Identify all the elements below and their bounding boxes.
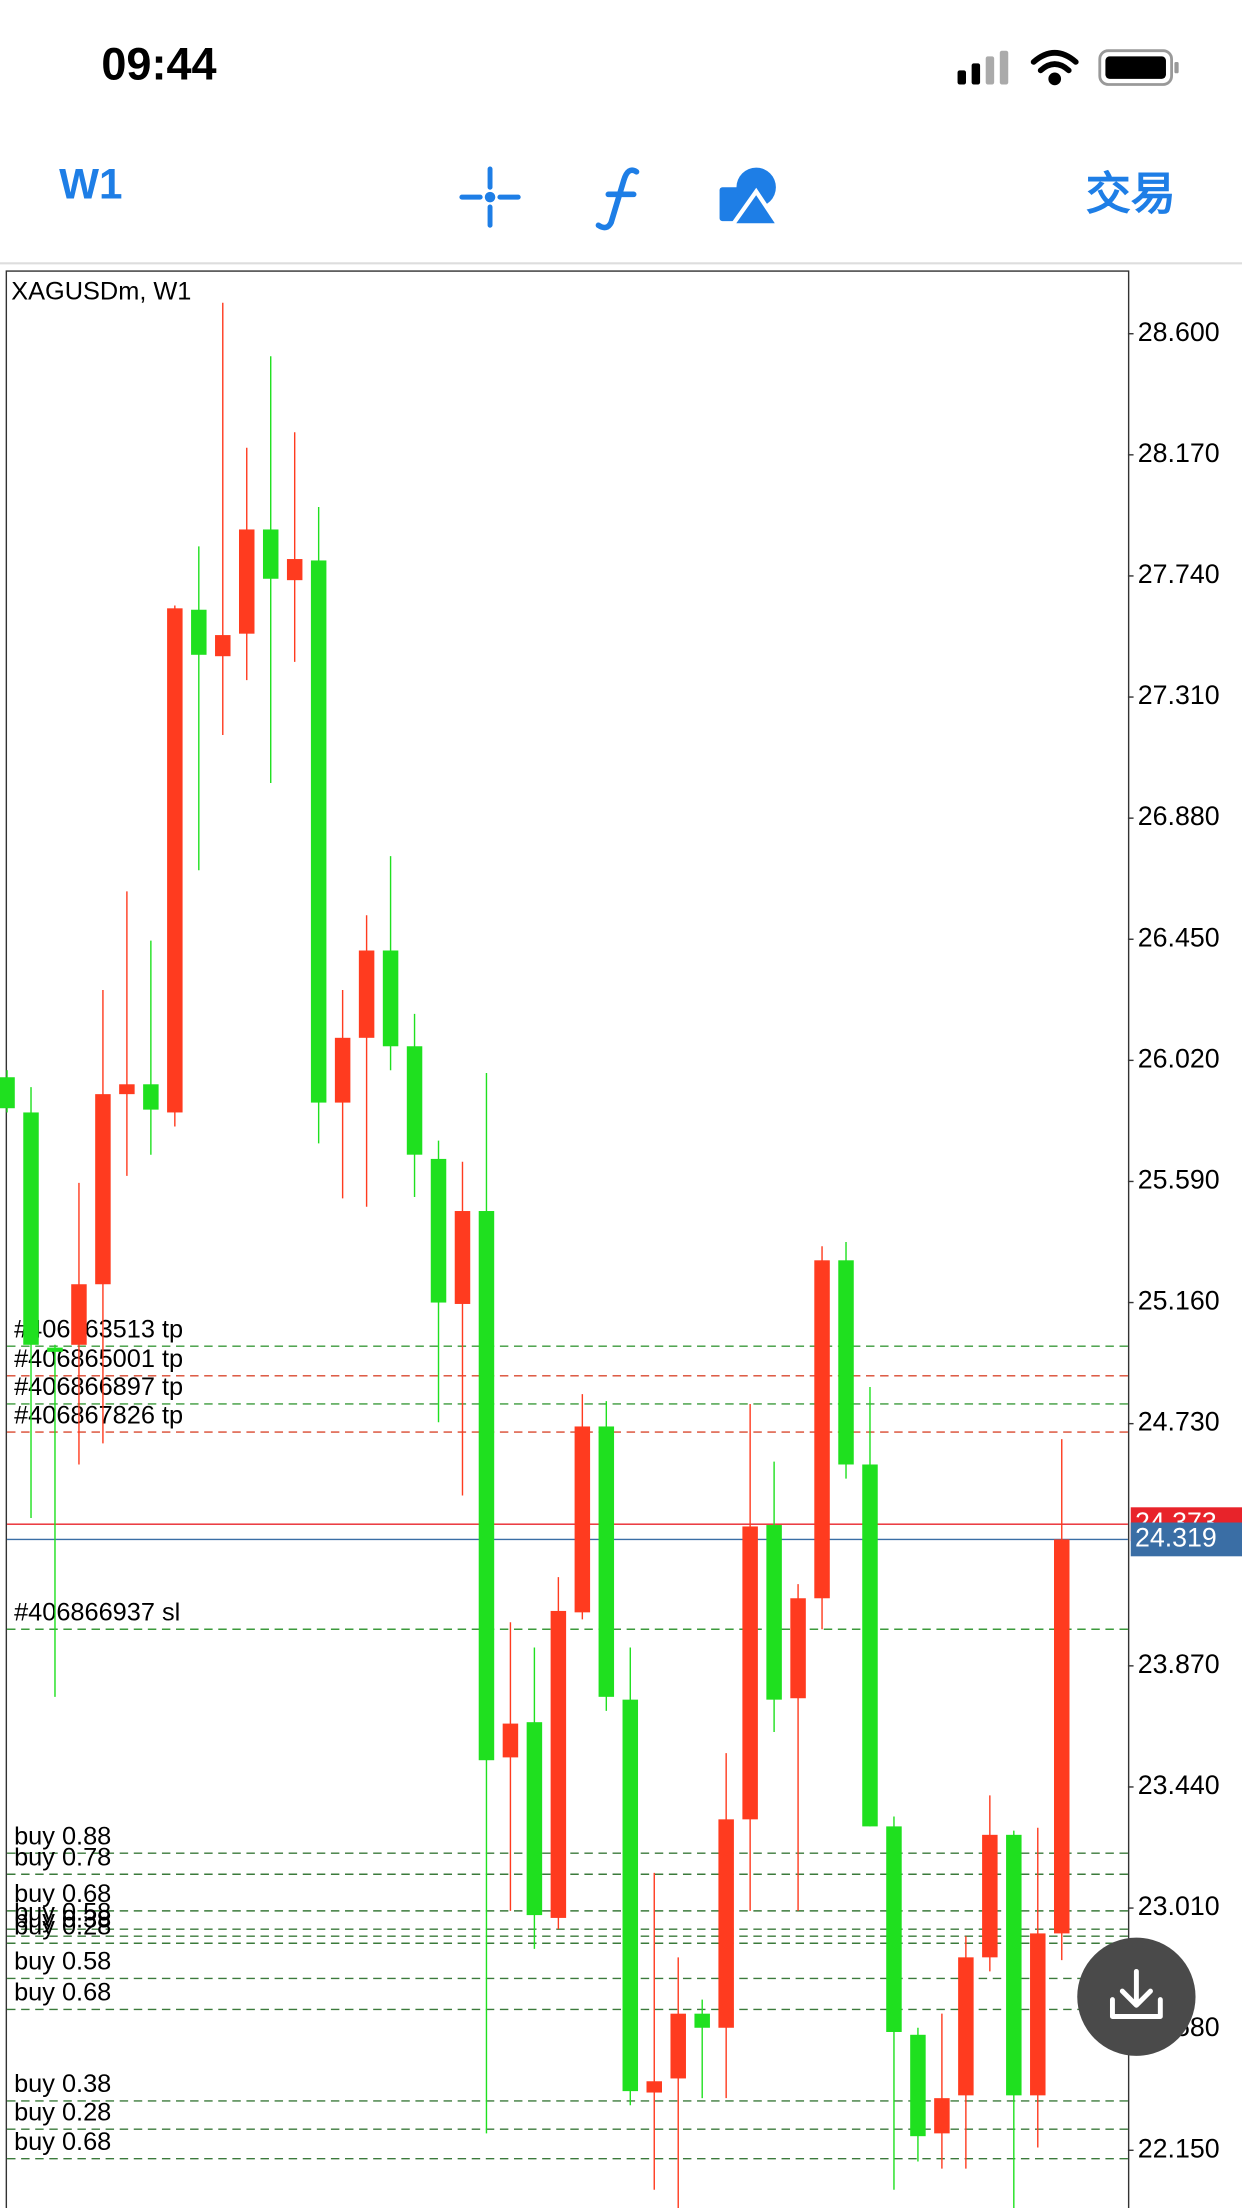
candle-body [262,529,279,579]
candle-body [958,1957,974,2096]
order-label: buy 0.28 [14,1912,111,1940]
order-label: buy 0.68 [14,1979,111,2007]
bid-label: 24.319 [1135,1522,1217,1552]
indicator-button[interactable] [595,167,640,231]
order-label: buy 0.38 [14,2070,111,2098]
candle-body [191,609,207,655]
candle-body [694,2013,710,2028]
order-label: buy 0.68 [14,2128,111,2156]
candle-body [47,1347,63,1352]
candle-body [286,559,303,581]
y-tick-label: 26.450 [1138,922,1220,952]
y-tick-label: 23.010 [1138,1891,1220,1921]
price-axis: 28.600 28.170 27.740 27.310 26.880 26.450 26.0… [1127,317,1242,2163]
candle-body [862,1464,878,1827]
order-label: #406867826 tp [14,1401,183,1429]
candle-body [742,1526,758,1820]
order-label: #406863513 tp [14,1315,183,1343]
timeframe-button[interactable]: W1 [59,160,122,207]
download-button[interactable] [1077,1937,1196,2056]
plot-area: #406863513 tp#406865001 tp#406866897 tp#… [0,302,1128,2208]
order-label: buy 0.28 [14,2098,111,2126]
order-label: buy 0.38 [14,1905,111,1933]
candle-body [1006,1834,1022,2096]
y-tick-label: 28.600 [1138,317,1220,347]
candle-body [502,1723,519,1758]
y-tick-label: 25.160 [1138,1286,1220,1316]
order-label: buy 0.58 [14,1898,111,1926]
order-label: #406865001 tp [14,1345,183,1373]
trade-button[interactable]: 交易 [1086,168,1176,219]
candle-body [358,950,375,1038]
candle-body [838,1260,854,1465]
candle-body [886,1826,902,2032]
y-tick-label: 22.150 [1138,2133,1220,2163]
candle-body [1054,1539,1070,1934]
order-label: buy 0.58 [14,1948,111,1976]
y-tick-label: 24.730 [1138,1407,1220,1437]
y-tick-label: 23.870 [1138,1649,1220,1679]
candle-body [574,1426,591,1613]
candle-body [790,1598,806,1699]
candle-body [622,1699,639,2092]
candle-body [598,1426,615,1697]
objects-button[interactable] [719,167,783,228]
candle-body [766,1525,782,1700]
candle-body [550,1610,567,1918]
candle-body [119,1084,135,1095]
candle-body [646,2081,662,2093]
candle-body [310,560,327,1103]
wifi-icon [1030,50,1079,86]
y-tick-label: 27.310 [1138,680,1220,710]
candle-body [718,1819,734,2028]
candle-body [0,1077,15,1109]
candle-body [910,2034,926,2137]
candle-body [382,950,399,1047]
chart-title: XAGUSDm, W1 [11,278,191,306]
candle-body [143,1084,159,1110]
y-tick-label: 23.440 [1138,1770,1220,1800]
candle-body [670,2013,686,2079]
candle-body [334,1037,351,1103]
status-time: 09:44 [101,38,216,89]
candle-body [814,1260,830,1599]
y-tick-label: 27.740 [1138,559,1220,589]
y-tick-label: 26.020 [1138,1043,1220,1073]
candle-body [71,1284,87,1345]
candle-body [239,529,255,634]
order-label: buy 0.88 [14,1822,111,1850]
crosshair-button[interactable] [459,166,521,228]
y-tick-label: 25.590 [1138,1165,1220,1195]
candle-body [215,635,231,657]
order-label: buy 0.78 [14,1843,111,1871]
chart-frame [5,270,1130,2208]
order-label: #406866937 sl [14,1598,180,1626]
candle-body [478,1211,495,1761]
battery-icon [1098,49,1179,86]
candle-body [167,608,183,1113]
candle-body [430,1158,447,1303]
candle-body [23,1112,39,1345]
candle-body [406,1046,423,1155]
y-tick-label: 28.170 [1138,438,1220,468]
candle-body [454,1211,471,1304]
order-label: #406866897 tp [14,1373,183,1401]
order-label: buy 0.68 [14,1880,111,1908]
candle-body [934,2098,950,2134]
candle-body [1030,1933,1046,2096]
candle-body [95,1094,111,1285]
candle-body [982,1834,998,1958]
y-tick-label: 26.880 [1138,801,1220,831]
candle-body [526,1722,543,1916]
bid-label-box [1130,1522,1242,1557]
signal-icon [957,50,1009,85]
